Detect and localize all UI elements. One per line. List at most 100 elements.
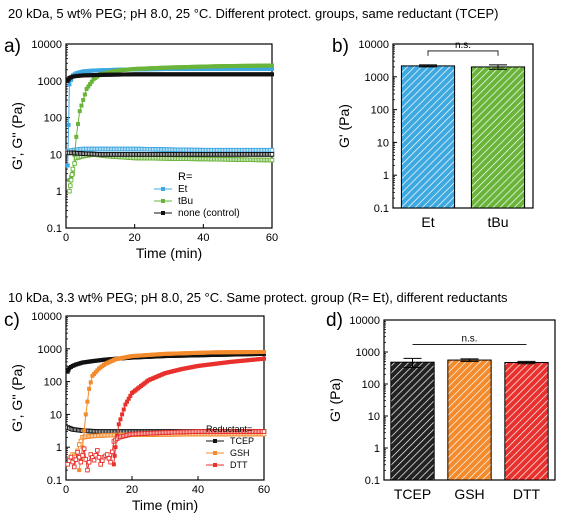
x-tick-label: 60 <box>266 232 278 244</box>
legend-entry: GSH <box>230 448 250 458</box>
data-point <box>71 464 77 470</box>
data-point <box>84 86 89 91</box>
y-tick-label: 0.1 <box>365 475 380 487</box>
data-point <box>98 462 103 467</box>
y-tick-label: 0.1 <box>47 223 62 235</box>
x-tick-label: 20 <box>129 232 141 244</box>
y-tick-label: 1 <box>56 186 62 198</box>
data-point <box>108 459 113 465</box>
y-tick-label: 10 <box>50 409 62 421</box>
data-point <box>69 172 75 177</box>
data-point <box>82 92 87 97</box>
y-tick-label: 1000 <box>38 344 62 356</box>
data-point <box>70 166 76 172</box>
y-tick-label: 1000 <box>365 72 389 84</box>
data-point <box>85 399 90 404</box>
data-point <box>69 174 74 179</box>
panel-label: b) <box>332 36 349 57</box>
data-point <box>116 422 121 427</box>
data-point <box>104 452 110 457</box>
x-tick-label: 20 <box>126 484 138 496</box>
legend-title: Reductant= <box>206 424 252 434</box>
data-point <box>81 446 87 451</box>
data-point <box>82 428 87 433</box>
y-tick-label: 0.1 <box>47 475 62 487</box>
data-point <box>95 448 100 453</box>
legend-swatch-marker <box>161 187 165 191</box>
x-tick-label: GSH <box>454 486 484 502</box>
series-tBu-loss <box>67 152 275 194</box>
data-point <box>87 386 92 391</box>
series-line <box>68 65 272 181</box>
series-DTT-loss <box>65 429 267 473</box>
data-point <box>76 442 82 447</box>
y-tick-label: 10000 <box>31 39 62 51</box>
data-point <box>66 122 71 127</box>
data-point <box>80 453 85 458</box>
bar-TCEP <box>390 361 435 481</box>
y-tick-label: 1 <box>374 443 380 455</box>
row1-condition-caption: 20 kDa, 5 wt% PEG; pH 8.0, 25 °C. Differ… <box>8 6 499 21</box>
data-point <box>91 458 97 463</box>
data-point <box>262 349 266 354</box>
data-point <box>118 417 123 422</box>
x-tick-label: 40 <box>192 484 204 496</box>
y-tick-label: 10000 <box>31 311 62 323</box>
data-point <box>76 121 81 126</box>
data-point <box>77 109 82 114</box>
data-point <box>65 462 70 467</box>
data-point <box>270 66 274 71</box>
data-point <box>83 412 88 417</box>
bar-GSH <box>447 359 492 481</box>
panel-b-bar-chart: b) 0.1 1 10 100 1000 10000 G' (Pa) Et tBu n.s. <box>332 36 534 230</box>
data-point <box>112 453 117 458</box>
data-point <box>269 157 275 163</box>
x-tick-label: 0 <box>63 484 69 496</box>
data-point <box>68 183 73 188</box>
legend-title: R= <box>178 171 192 183</box>
data-point <box>88 380 93 385</box>
data-point <box>67 82 72 87</box>
panel-c-time-sweep: c) 0.1 1 10 100 1000 10000 G', G'' (Pa) 0 20 40 60 T… <box>4 310 270 513</box>
x-tick-label: tBu <box>487 214 508 230</box>
panel-a-time-sweep: a) 0.1 1 10 100 1000 10000 G', G'' (Pa) 0 20 40 60 T… <box>4 36 278 261</box>
legend-entry: DTT <box>230 460 248 470</box>
x-axis-label: Time (min) <box>132 497 198 513</box>
y-tick-label: 10 <box>50 149 62 161</box>
significance-label: n.s. <box>461 333 477 344</box>
y-tick-label: 100 <box>44 113 62 125</box>
legend-swatch-marker <box>161 199 165 203</box>
bracket-line <box>427 50 499 56</box>
series-DTT-storage <box>111 356 266 467</box>
data-point <box>269 152 275 157</box>
y-axis-label: G', G'' (Pa) <box>9 102 25 170</box>
y-tick-label: 1 <box>56 442 62 454</box>
legend: Reductant= TCEP GSH DTT <box>206 424 254 470</box>
data-point <box>79 103 84 108</box>
plot-frame <box>65 315 265 481</box>
y-tick-label: 10 <box>368 411 380 423</box>
data-point <box>128 393 133 398</box>
y-tick-label: 100 <box>371 105 389 117</box>
y-tick-label: 1000 <box>38 76 62 88</box>
data-point <box>74 134 79 139</box>
data-point <box>68 454 74 460</box>
panel-label: d) <box>326 310 343 331</box>
y-tick-label: 100 <box>44 377 62 389</box>
data-point <box>86 84 91 89</box>
data-point <box>75 450 80 455</box>
legend-entry: none (control) <box>178 208 240 219</box>
data-point <box>69 77 74 82</box>
data-point <box>123 402 128 407</box>
x-tick-label: 40 <box>197 232 209 244</box>
data-point <box>85 467 90 473</box>
data-point <box>78 438 84 444</box>
data-point <box>106 456 112 461</box>
y-tick-label: 1000 <box>356 347 380 359</box>
y-tick-label: 10000 <box>358 39 389 51</box>
series-Et-loss <box>65 146 275 154</box>
significance-bracket: n.s. <box>427 40 499 56</box>
data-point <box>121 407 126 412</box>
y-tick-label: 100 <box>362 379 380 391</box>
